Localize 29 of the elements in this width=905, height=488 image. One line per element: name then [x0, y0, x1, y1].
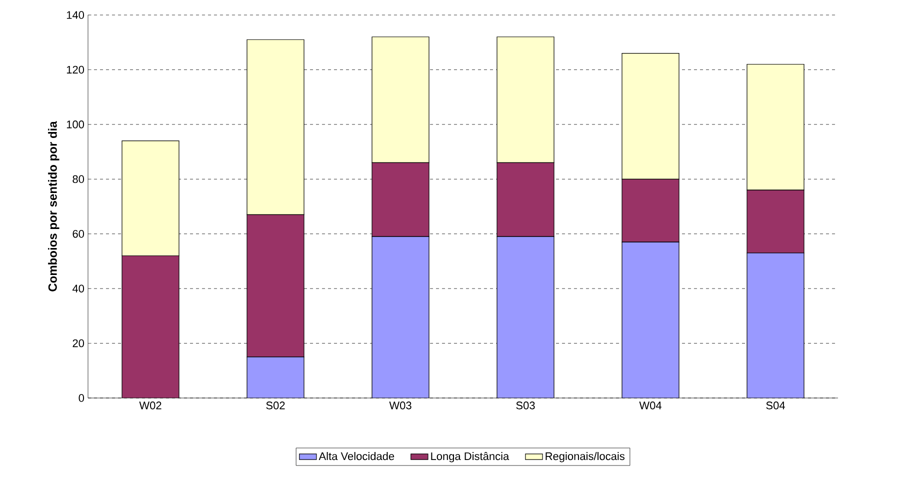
- bar: [622, 178, 680, 242]
- y-tick-label: 60: [72, 230, 84, 238]
- bar: [746, 252, 804, 398]
- bar: [746, 190, 804, 254]
- bar: [372, 236, 430, 398]
- bar: [246, 214, 304, 358]
- x-tick-label: S04: [766, 402, 785, 410]
- y-tick-label: 140: [66, 11, 84, 19]
- bar: [497, 236, 554, 398]
- x-tick-label: S02: [266, 402, 285, 410]
- y-tick-label: 120: [66, 66, 84, 74]
- y-tick-label: 40: [72, 284, 84, 292]
- y-tick-label: 80: [72, 175, 84, 184]
- bar: [247, 356, 304, 398]
- legend-label: Longa Distância: [431, 452, 510, 462]
- y-axis-title: Comboios por sentido por dia: [48, 121, 60, 292]
- legend-label: Regionais/locais: [546, 452, 624, 462]
- bar: [496, 162, 554, 237]
- y-tick-label: 20: [72, 339, 84, 348]
- x-tick-label: S03: [516, 402, 535, 410]
- bar: [372, 162, 430, 237]
- bar: [122, 256, 179, 398]
- y-tick-label: 100: [66, 120, 84, 128]
- x-tick-label: W03: [389, 402, 412, 410]
- x-tick-label: W02: [139, 402, 162, 410]
- legend-label: Alta Velocidade: [318, 452, 394, 460]
- bar: [622, 242, 680, 398]
- y-tick-label: 0: [78, 394, 84, 402]
- x-tick-label: W04: [639, 402, 662, 410]
